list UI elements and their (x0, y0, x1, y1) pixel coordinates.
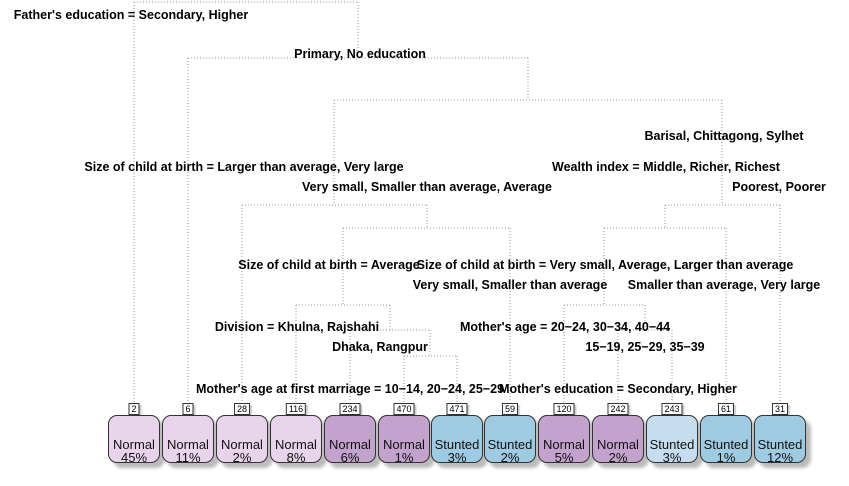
split-label-n7-right: Barisal, Chittagong, Sylhet (644, 129, 804, 143)
node-number: 2 (128, 403, 140, 415)
leaf-node: Normal 6% (324, 415, 376, 465)
leaf-class: Normal (383, 437, 425, 452)
leaf-class: Normal (329, 437, 371, 452)
node-number: 242 (607, 403, 629, 415)
leaf-node: Stunted 3% (646, 415, 698, 465)
split-label-n30-left: Size of child at birth = Very small, Ave… (416, 258, 794, 272)
split-label-n30-right: Smaller than average, Very large (627, 278, 821, 292)
node-number: 234 (339, 403, 361, 415)
leaf-class: Stunted (487, 437, 533, 452)
leaf-class: Normal (597, 437, 639, 452)
leaf-node: Stunted 1% (700, 415, 752, 465)
leaf-percent: 1% (394, 450, 414, 465)
split-label-n29-right: Very small, Smaller than average (412, 278, 608, 292)
leaf-percent: 6% (340, 450, 360, 465)
node-number: 59 (501, 403, 519, 415)
split-label-n121-left: Mother's education = Secondary, Higher (499, 382, 737, 396)
node-number: 6 (182, 403, 194, 415)
leaf-class: Normal (543, 437, 585, 452)
leaf-percent: 5% (554, 450, 574, 465)
node-number: 28 (233, 403, 251, 415)
leaf-node: Normal 2% (216, 415, 268, 465)
leaf-class: Normal (275, 437, 317, 452)
leaf-percent: 3% (662, 450, 682, 465)
split-label-n14-right: Very small, Smaller than average, Averag… (302, 180, 552, 194)
leaf-node: Normal 8% (270, 415, 322, 465)
split-label-root-right: Primary, No education (294, 47, 426, 61)
leaf-percent: 12% (766, 450, 794, 465)
leaf-percent: 8% (286, 450, 306, 465)
leaf-class: Normal (221, 437, 263, 452)
split-label-root-left: Father's education = Secondary, Higher (13, 8, 249, 22)
leaf-node: Normal 1% (378, 415, 430, 465)
leaf-class: Stunted (757, 437, 803, 452)
leaf-percent: 2% (500, 450, 520, 465)
leaf-node: Normal 5% (538, 415, 590, 465)
leaf-percent: 2% (232, 450, 252, 465)
node-number: 31 (771, 403, 789, 415)
leaf-node: Normal 11% (162, 415, 214, 465)
leaf-node: Stunted 2% (484, 415, 536, 465)
leaf-class: Stunted (434, 437, 480, 452)
leaf-class: Normal (167, 437, 209, 452)
node-number: 471 (446, 403, 468, 415)
node-number: 61 (717, 403, 735, 415)
leaf-class: Stunted (649, 437, 695, 452)
split-label-n15-left: Wealth index = Middle, Richer, Richest (552, 160, 780, 174)
leaf-node: Normal 2% (592, 415, 644, 465)
split-label-n60-left: Mother's age = 20−24, 30−34, 40−44 (459, 320, 671, 334)
leaf-node: Stunted 3% (431, 415, 483, 465)
leaf-node: Stunted 12% (754, 415, 806, 465)
split-label-n14-left: Size of child at birth = Larger than ave… (84, 160, 404, 174)
leaf-class: Normal (113, 437, 155, 452)
leaf-percent: 3% (447, 450, 467, 465)
leaf-node: Normal 45% (108, 415, 160, 465)
leaf-percent: 1% (716, 450, 736, 465)
split-label-n15-right: Poorest, Poorer (732, 180, 826, 194)
leaf-percent: 45% (120, 450, 148, 465)
node-number: 470 (393, 403, 415, 415)
node-number: 243 (661, 403, 683, 415)
leaf-percent: 2% (608, 450, 628, 465)
node-number: 116 (285, 403, 307, 415)
split-label-n60-right: 15−19, 25−29, 35−39 (585, 340, 705, 354)
split-label-n58-left: Division = Khulna, Rajshahi (214, 320, 380, 334)
leaf-percent: 11% (175, 450, 201, 465)
node-number: 120 (553, 403, 575, 415)
split-label-n117-left: Mother's age at first marriage = 10−14, … (195, 382, 505, 396)
split-label-n58-right: Dhaka, Rangpur (332, 340, 428, 354)
split-label-n29-left: Size of child at birth = Average (238, 258, 420, 272)
leaf-class: Stunted (703, 437, 749, 452)
